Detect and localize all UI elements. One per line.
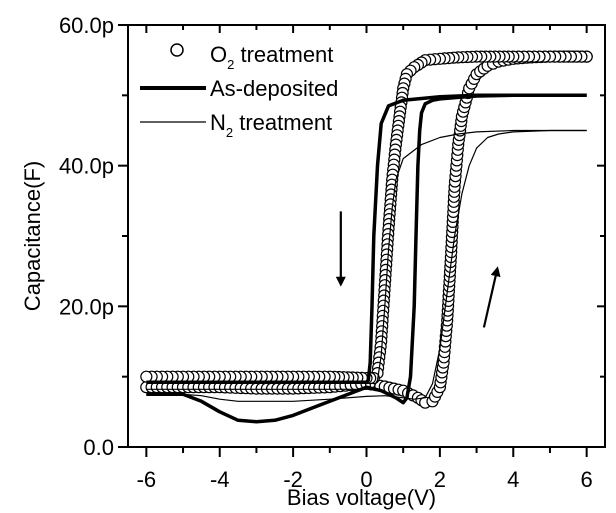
- legend-item: N2 treatment: [140, 110, 332, 140]
- legend-marker-circle: [170, 43, 184, 57]
- y-axis: 0.0 20.0p 40.0p 60.0p: [59, 13, 605, 460]
- legend-item: As-deposited: [140, 76, 338, 101]
- data-point: [140, 370, 153, 383]
- x-tick-label: 0: [360, 467, 372, 492]
- x-tick-label: -2: [283, 467, 303, 492]
- y-tick-label: 40.0p: [59, 154, 114, 179]
- x-tick-label: 4: [507, 467, 519, 492]
- legend-label: As-deposited: [210, 76, 338, 101]
- series-n2-treatment: [146, 129, 587, 390]
- series-as-deposited: [146, 93, 587, 424]
- x-tick-label: -6: [137, 467, 157, 492]
- y-tick-label: 60.0p: [59, 13, 114, 38]
- series-o2-treatment: [140, 50, 593, 409]
- annotations-layer: [335, 211, 501, 328]
- y-axis-title: Capacitance(F): [20, 161, 45, 311]
- series-as-deposited: [146, 93, 587, 385]
- series-o2-treatment: [140, 50, 593, 385]
- x-tick-label: 2: [434, 467, 446, 492]
- series-n2-treatment: [146, 129, 587, 402]
- y-tick-label: 20.0p: [59, 294, 114, 319]
- legend-label: N2 treatment: [210, 110, 332, 140]
- y-tick-label: 0.0: [83, 435, 114, 460]
- legend-item: O2 treatment: [170, 42, 333, 72]
- x-tick-label: -4: [210, 467, 230, 492]
- legend-label: O2 treatment: [210, 42, 333, 72]
- x-axis-title: Bias voltage(V): [287, 485, 436, 510]
- up-arrow: [482, 266, 501, 328]
- series-layer: [140, 50, 593, 424]
- x-tick-label: 6: [581, 467, 593, 492]
- x-axis: -6 -4 -2 0 2 4 6: [137, 25, 593, 492]
- legend: O2 treatment As-deposited N2 treatment: [140, 42, 338, 140]
